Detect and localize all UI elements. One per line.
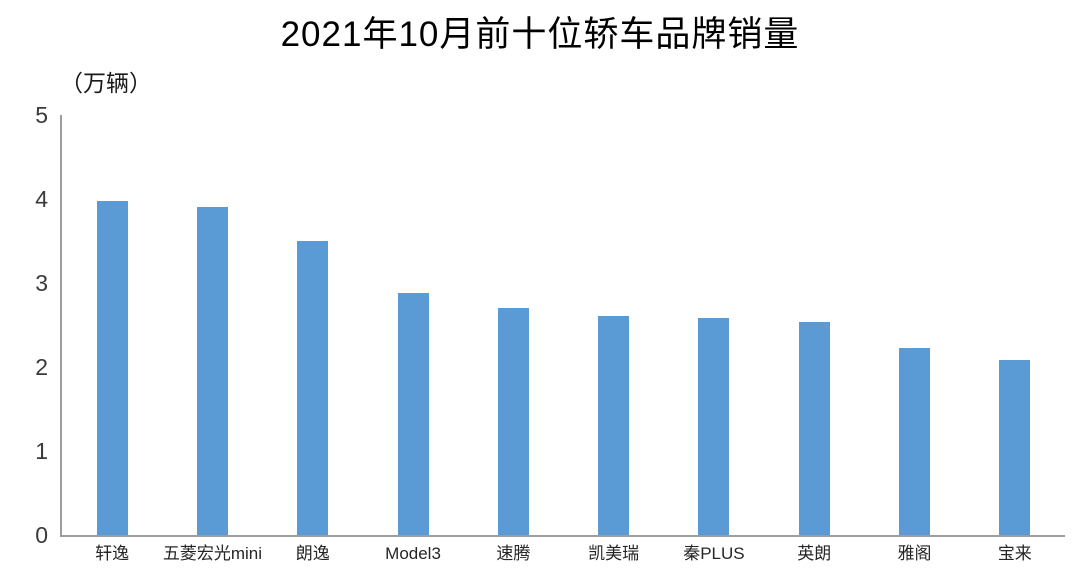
x-tick-label-9: 宝来 <box>997 544 1032 563</box>
bar-7 <box>798 321 830 535</box>
y-tick-label: 5 <box>35 102 48 128</box>
bar-0 <box>96 200 128 535</box>
bar-4 <box>497 308 529 535</box>
bar-slot-2 <box>263 115 363 535</box>
y-tick-label: 2 <box>35 354 48 380</box>
bar-2 <box>297 241 329 535</box>
bar-slot-5 <box>563 115 663 535</box>
y-axis-unit-label: （万辆） <box>60 70 152 96</box>
bars-area <box>62 115 1065 535</box>
x-tick-label-3: Model3 <box>385 544 441 563</box>
bar-slot-3 <box>363 115 463 535</box>
bar-slot-6 <box>664 115 764 535</box>
y-tick-label: 1 <box>35 438 48 464</box>
x-tick-label-0: 轩逸 <box>95 544 130 563</box>
x-tick-label-5: 凯美瑞 <box>588 544 640 563</box>
x-axis-line <box>60 535 1065 537</box>
bar-5 <box>598 315 630 535</box>
x-tick-label-4: 速腾 <box>496 544 531 563</box>
bar-slot-4 <box>463 115 563 535</box>
bar-3 <box>397 293 429 535</box>
bar-slot-9 <box>965 115 1065 535</box>
x-tick-label-1: 五菱宏光mini <box>162 544 263 563</box>
y-axis-tick-labels: 0 1 2 3 4 5 <box>0 0 48 588</box>
bar-1 <box>196 206 228 535</box>
bar-slot-1 <box>162 115 262 535</box>
y-tick-label: 4 <box>35 186 48 212</box>
bar-slot-7 <box>764 115 864 535</box>
x-axis-tick-labels: 轩逸 五菱宏光mini 朗逸 Model3 速腾 凯美瑞 秦PLUS 英朗 雅阁 宝来 <box>62 543 1065 565</box>
bar-9 <box>999 360 1031 535</box>
bar-8 <box>899 347 931 535</box>
bar-6 <box>698 318 730 535</box>
x-tick-label-6: 秦PLUS <box>683 544 745 563</box>
x-tick-label-8: 雅阁 <box>897 544 932 563</box>
bar-slot-0 <box>62 115 162 535</box>
bar-slot-8 <box>864 115 964 535</box>
x-tick-label-7: 英朗 <box>797 544 832 563</box>
x-tick-label-2: 朗逸 <box>295 544 330 563</box>
y-tick-label: 0 <box>35 522 48 548</box>
chart-title: 2021年10月前十位轿车品牌销量 <box>280 15 800 54</box>
y-axis-line <box>60 115 62 537</box>
y-tick-label: 3 <box>35 270 48 296</box>
